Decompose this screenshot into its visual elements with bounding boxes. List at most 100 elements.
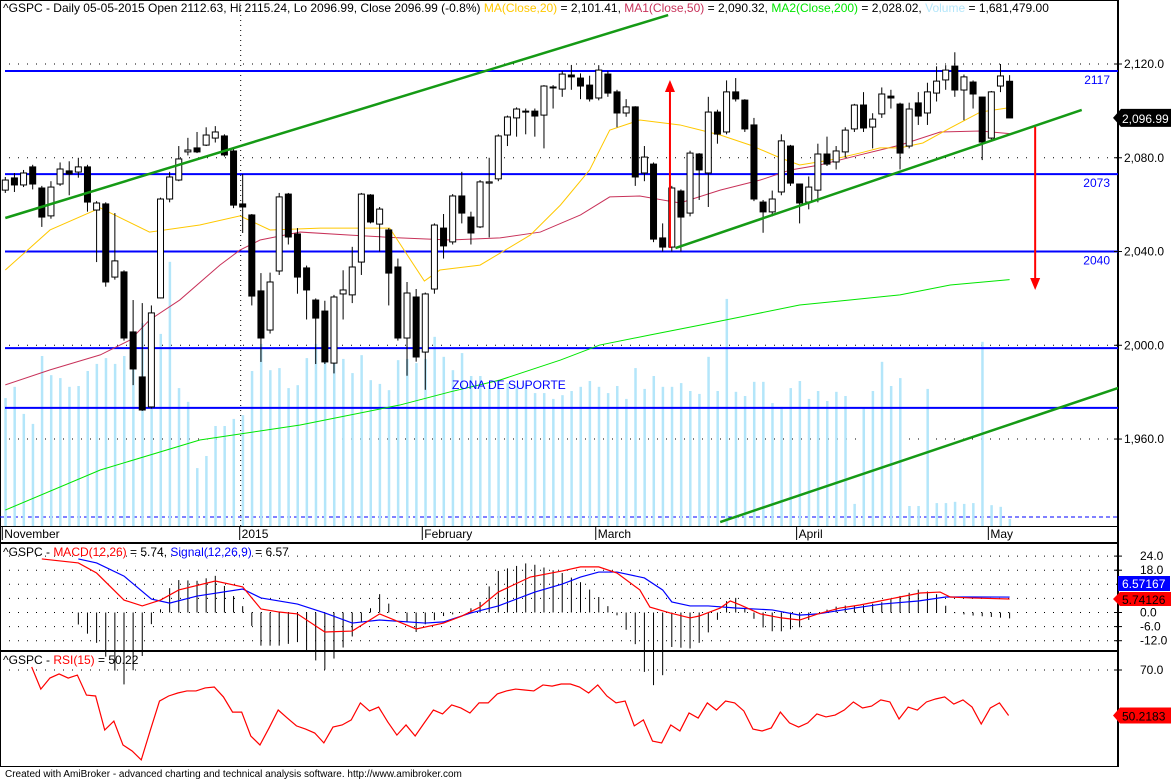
volume-bar — [962, 503, 966, 526]
candle-down — [978, 96, 986, 143]
volume-bar — [524, 383, 528, 526]
arrow-up-icon — [664, 79, 675, 92]
y-tick-label: 2,080.0 — [1124, 151, 1164, 165]
last-close-tag — [1113, 108, 1171, 127]
macd-y-tick-label: 24.0 — [1140, 549, 1164, 563]
x-tick-label: February — [424, 527, 472, 541]
x-tick-label: November — [4, 527, 59, 541]
level-label: 2040 — [1083, 254, 1110, 268]
rsi-tag-label: 50.2183 — [1122, 709, 1166, 723]
volume-bar — [670, 386, 674, 526]
candle-up — [814, 153, 822, 191]
volume-bar — [469, 376, 473, 526]
macd-plot — [41, 558, 1011, 686]
volume-bar — [406, 358, 409, 526]
volume-bar — [369, 380, 372, 526]
volume-bar — [871, 391, 875, 526]
volume-bar — [625, 398, 628, 526]
y-tick-label: 2,040.0 — [1124, 245, 1164, 259]
volume-label: Volume — [925, 1, 965, 15]
ma200-line — [5, 279, 1010, 511]
volume-bar — [734, 391, 738, 526]
volume-bar — [49, 375, 53, 526]
volume-bar — [424, 358, 427, 526]
candle-down — [786, 145, 794, 184]
signal-tag — [1118, 576, 1170, 591]
macd-label: MACD(12,26) — [53, 545, 126, 559]
rsi-y-tick-label: 70.0 — [1140, 663, 1164, 677]
candle-down — [631, 106, 639, 178]
candle-down — [293, 233, 301, 278]
candle-up — [832, 150, 840, 163]
rsi-value: = 50.22 — [95, 653, 139, 667]
volume-bar — [31, 423, 35, 526]
candle-up — [942, 69, 950, 81]
candle-down — [65, 170, 73, 175]
candle-up — [376, 208, 384, 225]
volume-bar — [104, 358, 108, 526]
volume-bar — [323, 358, 327, 526]
signal-value: = 6.57 — [252, 545, 289, 559]
candle-down — [741, 99, 749, 130]
candle-down — [713, 111, 721, 135]
candle-down — [230, 150, 238, 206]
horizontal-levels: 2117 2073 2040 — [5, 70, 1118, 409]
volume-bar — [999, 506, 1002, 526]
rsi-tag — [1113, 707, 1171, 724]
volume-bar — [689, 391, 692, 526]
volume-bar — [159, 333, 163, 526]
support-zone-label: ZONA DE SUPORTE — [452, 378, 566, 392]
candle-down — [951, 65, 959, 91]
volume-value: = 1,681,479.00 — [965, 1, 1049, 15]
rsi-panel-frame — [0, 651, 1118, 767]
volume-bar — [351, 373, 354, 526]
candle-down — [83, 166, 91, 203]
volume-bar — [798, 381, 802, 526]
volume-bar — [899, 378, 902, 526]
volume-bar — [762, 381, 765, 526]
signal-tag-label: 6.57167 — [1122, 577, 1166, 591]
macd-line — [41, 558, 1010, 633]
volume-bar — [661, 386, 665, 526]
volume-bar — [752, 381, 756, 526]
candle-up — [476, 181, 484, 228]
candle-down — [321, 310, 329, 363]
x-tick-label: May — [990, 527, 1013, 541]
candle-up — [987, 91, 995, 139]
candle-up — [878, 93, 886, 115]
last-close-tag-label: 2,096.99 — [1122, 112, 1169, 126]
candle-down — [567, 74, 575, 78]
candle-down — [440, 227, 448, 247]
volume-bar — [533, 393, 537, 526]
candle-down — [914, 102, 922, 117]
macd-y-tick-label: 18.0 — [1140, 563, 1164, 577]
y-tick-label: 1,960.0 — [1124, 432, 1164, 446]
macd-y-tick-label: -12.0 — [1140, 634, 1168, 648]
volume-bar — [570, 391, 573, 526]
candle-up — [348, 266, 356, 296]
ma20-value: = 2,101.41, — [557, 1, 624, 15]
candle-down — [38, 187, 46, 218]
volume-bar — [223, 426, 226, 526]
candle-down — [796, 183, 804, 204]
volume-bar — [250, 371, 254, 526]
trendlines — [4, 13, 1119, 524]
volume-bar — [86, 371, 89, 526]
candle-up — [166, 176, 174, 200]
macd-y-tick-label: -6.0 — [1140, 620, 1161, 634]
volume-bar — [597, 386, 601, 526]
volume-bar — [113, 363, 117, 526]
candle-up — [449, 195, 457, 243]
candle-down — [887, 95, 895, 99]
candles — [1, 52, 1014, 411]
volume-bar — [488, 385, 491, 526]
trendline — [4, 13, 669, 220]
candle-down — [604, 73, 612, 94]
candle-up — [933, 80, 941, 94]
volume-bar — [259, 343, 263, 526]
candle-up — [47, 186, 55, 217]
candle-down — [677, 190, 685, 218]
volume-bar — [908, 506, 911, 526]
trendline — [675, 108, 1083, 250]
